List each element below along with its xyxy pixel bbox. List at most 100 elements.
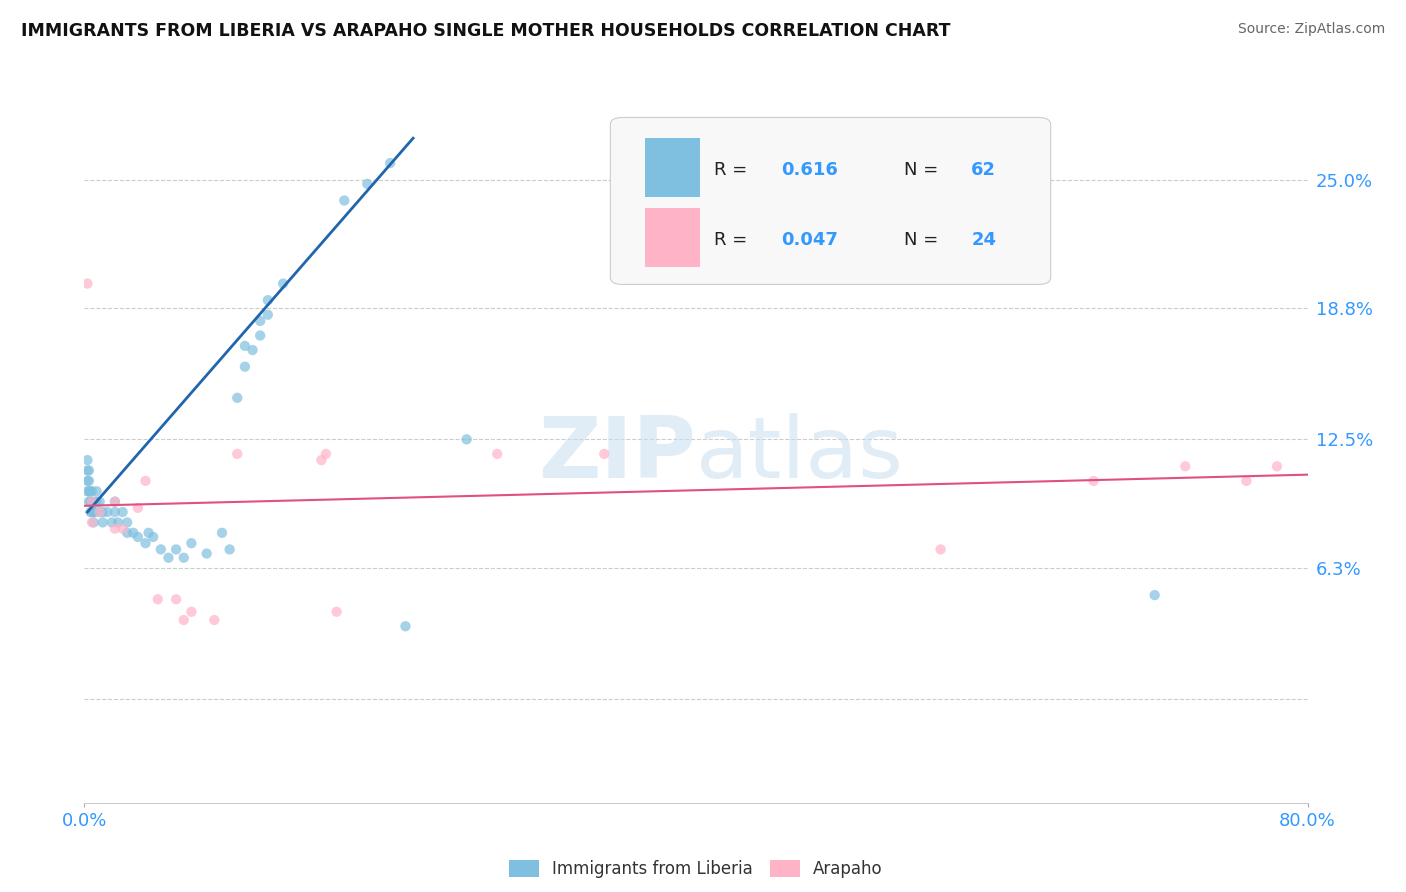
Point — [79, 484, 101, 499]
Text: Source: ZipAtlas.com: Source: ZipAtlas.com — [1237, 22, 1385, 37]
Point — [593, 447, 616, 461]
Point — [79, 494, 101, 508]
Point — [165, 542, 187, 557]
Point — [127, 530, 149, 544]
Point — [115, 516, 138, 530]
Point — [135, 474, 157, 488]
Point — [325, 605, 347, 619]
Point — [84, 505, 107, 519]
Point — [76, 474, 98, 488]
Point — [77, 474, 100, 488]
Point — [79, 505, 101, 519]
Point — [242, 343, 264, 357]
Point — [1236, 474, 1258, 488]
Point — [233, 339, 256, 353]
Point — [180, 536, 202, 550]
Point — [76, 277, 98, 291]
Text: IMMIGRANTS FROM LIBERIA VS ARAPAHO SINGLE MOTHER HOUSEHOLDS CORRELATION CHART: IMMIGRANTS FROM LIBERIA VS ARAPAHO SINGL… — [21, 22, 950, 40]
Point — [333, 194, 356, 208]
Point — [80, 516, 103, 530]
Legend: Immigrants from Liberia, Arapaho: Immigrants from Liberia, Arapaho — [502, 854, 890, 885]
Text: 24: 24 — [972, 231, 997, 250]
Point — [127, 500, 149, 515]
Point — [226, 391, 249, 405]
Point — [1174, 459, 1197, 474]
Point — [138, 525, 160, 540]
Point — [91, 516, 114, 530]
Point — [456, 433, 478, 447]
FancyBboxPatch shape — [610, 118, 1050, 285]
Point — [180, 605, 202, 619]
Point — [76, 463, 98, 477]
Point — [80, 494, 103, 508]
Point — [173, 550, 195, 565]
FancyBboxPatch shape — [644, 138, 700, 197]
Point — [211, 525, 233, 540]
Point — [149, 542, 172, 557]
Text: N =: N = — [904, 231, 943, 250]
Point — [380, 156, 402, 170]
Text: atlas: atlas — [696, 413, 904, 497]
Point — [135, 536, 157, 550]
Point — [104, 505, 127, 519]
Point — [257, 308, 280, 322]
Point — [89, 494, 111, 508]
Text: 0.616: 0.616 — [782, 161, 838, 179]
Text: 0.047: 0.047 — [782, 231, 838, 250]
Point — [96, 505, 118, 519]
Point — [115, 525, 138, 540]
Point — [249, 314, 271, 328]
Point — [929, 542, 952, 557]
Point — [77, 484, 100, 499]
Point — [257, 293, 280, 308]
Point — [89, 505, 111, 519]
Point — [315, 447, 337, 461]
Point — [77, 494, 100, 508]
Point — [122, 525, 145, 540]
Point — [394, 619, 416, 633]
Point — [80, 484, 103, 499]
Point — [107, 516, 129, 530]
Point — [1083, 474, 1105, 488]
Point — [104, 494, 127, 508]
Point — [89, 505, 111, 519]
Point — [1265, 459, 1288, 474]
Point — [80, 494, 103, 508]
Point — [271, 277, 294, 291]
Point — [311, 453, 333, 467]
Point — [104, 522, 127, 536]
Point — [202, 613, 225, 627]
Text: R =: R = — [714, 231, 754, 250]
Point — [218, 542, 240, 557]
Point — [76, 484, 98, 499]
Point — [83, 505, 105, 519]
Point — [80, 505, 103, 519]
Point — [86, 494, 108, 508]
Point — [83, 516, 105, 530]
Point — [1143, 588, 1166, 602]
Point — [84, 494, 107, 508]
Point — [486, 447, 509, 461]
Text: N =: N = — [904, 161, 943, 179]
Point — [86, 484, 108, 499]
Point — [76, 453, 98, 467]
Text: R =: R = — [714, 161, 754, 179]
Point — [146, 592, 169, 607]
Point — [654, 256, 676, 270]
Point — [233, 359, 256, 374]
FancyBboxPatch shape — [644, 209, 700, 268]
Point — [111, 522, 134, 536]
Point — [173, 613, 195, 627]
Point — [111, 505, 134, 519]
Text: ZIP: ZIP — [538, 413, 696, 497]
Point — [91, 505, 114, 519]
Text: 62: 62 — [972, 161, 997, 179]
Point — [142, 530, 165, 544]
Point — [356, 177, 378, 191]
Point — [165, 592, 187, 607]
Point — [226, 447, 249, 461]
Point — [249, 328, 271, 343]
Point — [157, 550, 180, 565]
Point — [101, 516, 124, 530]
Point — [195, 547, 218, 561]
